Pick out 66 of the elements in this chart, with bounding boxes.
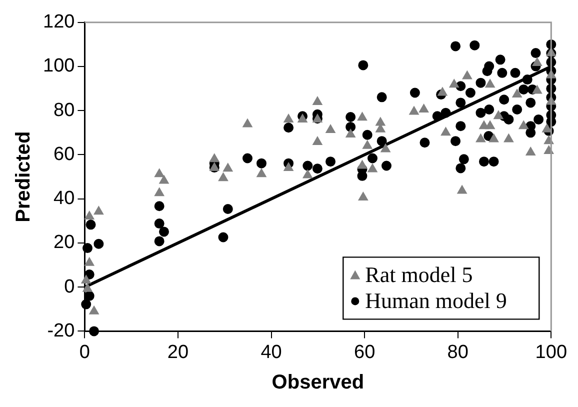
point xyxy=(504,134,514,142)
point xyxy=(312,96,322,106)
point xyxy=(542,124,552,132)
point xyxy=(488,134,499,142)
point xyxy=(298,114,308,122)
point xyxy=(409,106,419,115)
point xyxy=(159,175,169,184)
point xyxy=(84,211,94,220)
point xyxy=(457,185,467,194)
point xyxy=(82,283,92,292)
point xyxy=(418,104,429,113)
point xyxy=(485,120,495,130)
point xyxy=(210,154,220,162)
point xyxy=(449,79,459,88)
point xyxy=(357,112,368,121)
point xyxy=(368,164,378,172)
point xyxy=(242,118,252,128)
point xyxy=(532,85,542,94)
point xyxy=(362,140,372,149)
y-tick-label: 40 xyxy=(54,188,75,210)
point xyxy=(438,87,448,96)
point xyxy=(256,168,266,178)
point xyxy=(532,57,542,66)
y-tick-label: 20 xyxy=(54,232,75,254)
x-axis-title: Observed xyxy=(272,372,364,394)
point xyxy=(494,110,504,120)
point xyxy=(380,144,390,152)
point xyxy=(357,160,368,169)
y-axis-title: Predicted xyxy=(12,131,35,222)
legend-label: Human model 9 xyxy=(365,288,507,313)
point xyxy=(84,257,94,266)
point xyxy=(284,162,294,171)
point xyxy=(154,188,164,196)
y-tick-label: 120 xyxy=(43,12,75,33)
point xyxy=(512,89,522,98)
point xyxy=(284,114,294,122)
y-tick-label: 80 xyxy=(54,100,75,121)
point xyxy=(312,136,322,145)
point xyxy=(326,124,336,134)
point xyxy=(223,163,233,172)
point xyxy=(440,127,451,136)
y-tick-label: -20 xyxy=(47,320,75,342)
point xyxy=(218,172,228,182)
point xyxy=(89,306,99,314)
point xyxy=(485,79,495,88)
x-tick-label: 100 xyxy=(535,342,567,363)
x-tick-label: 40 xyxy=(260,342,282,363)
point xyxy=(346,128,356,138)
point xyxy=(462,70,472,80)
point xyxy=(94,206,104,215)
x-tick-label: 60 xyxy=(354,342,376,363)
y-tick-label: 60 xyxy=(54,144,75,165)
y-tick-label: 100 xyxy=(43,56,75,77)
legend-label: Rat model 5 xyxy=(365,262,473,287)
point xyxy=(376,117,386,126)
point xyxy=(526,147,536,156)
x-tick-label: 20 xyxy=(167,342,189,363)
x-tick-label: 80 xyxy=(447,342,468,363)
point xyxy=(154,168,164,178)
point xyxy=(476,134,486,142)
point xyxy=(302,170,312,178)
y-tick-label: 0 xyxy=(64,276,75,298)
point xyxy=(358,192,368,201)
x-tick-label: 0 xyxy=(79,342,90,363)
point xyxy=(81,274,91,284)
point xyxy=(518,120,528,130)
